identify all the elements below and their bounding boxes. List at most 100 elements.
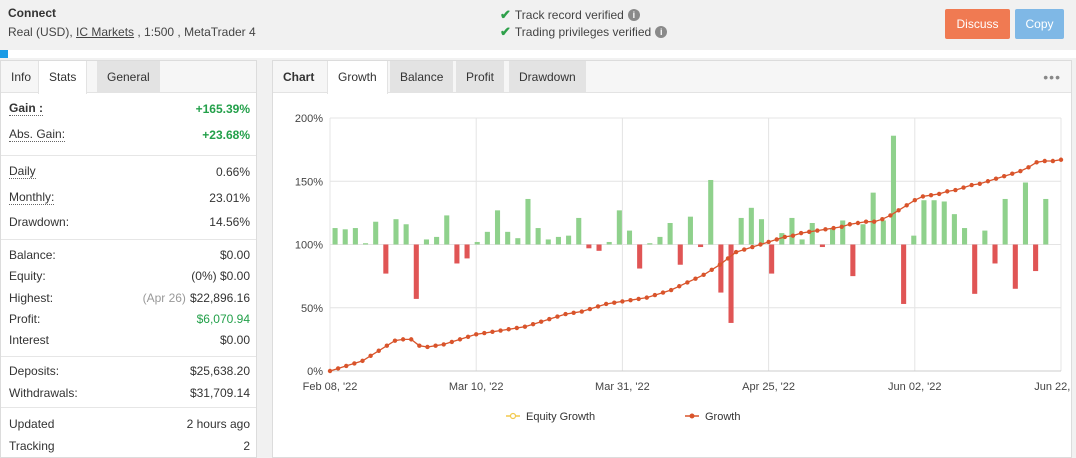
legend-growth: Growth (705, 411, 740, 423)
growth-point (904, 203, 909, 208)
growth-point (555, 314, 560, 319)
growth-point (969, 182, 974, 188)
chart-grid (329, 117, 1062, 372)
discuss-button[interactable]: Discuss (945, 9, 1010, 39)
equity-label: Equity: (9, 269, 46, 283)
growth-point (392, 338, 398, 343)
equity-percent: (0%) (191, 269, 217, 283)
check-icon: ✔ (500, 7, 511, 22)
daily-bar (393, 219, 399, 245)
stat-gain: Gain : +165.39% (9, 101, 250, 117)
gain-value: +165.39% (195, 102, 250, 116)
copy-button[interactable]: Copy (1015, 9, 1064, 39)
axis-ticks: 0% 50% 100% 150% 200% Feb 08, '22 Mar 10, '22 M… (295, 113, 1071, 393)
stat-abs-gain: Abs. Gain: +23.68% (9, 127, 250, 143)
abs-gain-label[interactable]: Abs. Gain: (9, 127, 66, 142)
y-tick-label: 0% (307, 366, 323, 378)
drawdown-label: Drawdown: (9, 215, 70, 229)
info-icon[interactable]: i (655, 26, 668, 38)
growth-point (896, 208, 901, 213)
tab-general[interactable]: General (97, 61, 160, 93)
tab-profit[interactable]: Profit (456, 61, 505, 93)
daily-bar (535, 228, 541, 245)
tab-info[interactable]: Info (11, 70, 32, 84)
daily-bar (647, 243, 653, 245)
daily-bar (982, 230, 988, 245)
interest-value: $0.00 (219, 333, 250, 347)
stats-panel: Info Stats General Gain : +165.39% Abs. … (0, 60, 257, 458)
growth-point (506, 327, 511, 332)
highest-label: Highest: (9, 291, 54, 305)
track-record-label: Track record verified (514, 8, 624, 22)
daily-bar (738, 217, 744, 245)
growth-point (636, 296, 641, 302)
daily-bar (698, 244, 704, 248)
broker-link[interactable]: IC Markets (76, 25, 135, 39)
daily-bar (1043, 198, 1049, 245)
legend-growth-marker (689, 413, 695, 419)
trading-privileges-verified: ✔ Trading privileges verified i (500, 24, 668, 40)
daily-bar (555, 236, 561, 245)
check-icon: ✔ (500, 24, 511, 39)
gain-label[interactable]: Gain : (9, 101, 44, 116)
daily-label[interactable]: Daily (9, 164, 36, 179)
equity-amount: $0.00 (219, 269, 250, 283)
growth-point (1010, 171, 1015, 176)
growth-point (1034, 160, 1039, 165)
monthly-label[interactable]: Monthly: (9, 190, 55, 205)
info-icon[interactable]: i (627, 9, 640, 21)
growth-point (709, 267, 714, 272)
daily-bar (352, 228, 358, 245)
stat-highest: Highest: (Apr 26) $22,896.16 (9, 290, 250, 306)
stat-interest: Interest $0.00 (9, 332, 250, 348)
daily-bar (434, 236, 440, 245)
stat-deposits: Deposits: $25,638.20 (9, 363, 250, 379)
growth-point (847, 222, 853, 227)
divider (1, 356, 256, 357)
growth-point (327, 368, 333, 374)
growth-line (329, 159, 1062, 372)
highest-amount: $22,896.16 (189, 291, 250, 305)
more-options-icon[interactable]: ••• (1043, 69, 1061, 85)
daily-bar (890, 135, 897, 245)
daily-bar (860, 224, 866, 245)
stat-drawdown: Drawdown: 14.56% (9, 214, 250, 230)
tab-drawdown[interactable]: Drawdown (509, 61, 586, 93)
daily-bar (1022, 182, 1029, 245)
daily-bar (444, 215, 450, 245)
growth-point (490, 329, 495, 334)
growth-point (871, 219, 877, 224)
daily-bar (972, 244, 978, 294)
legend-equity-marker (509, 412, 517, 420)
tab-balance[interactable]: Balance (390, 61, 454, 93)
daily-bar (911, 235, 917, 245)
growth-point (441, 342, 446, 347)
tab-stats[interactable]: Stats (38, 61, 88, 94)
daily-bar (799, 239, 805, 245)
growth-point (725, 256, 731, 261)
daily-bar (921, 200, 927, 245)
daily-bar (1033, 244, 1039, 272)
growth-point (953, 187, 958, 193)
growth-point (433, 343, 438, 348)
daily-bar (626, 230, 633, 245)
daily-bar (362, 243, 369, 245)
growth-point (644, 295, 649, 300)
stat-monthly: Monthly: 23.01% (9, 190, 250, 206)
growth-point (912, 198, 917, 203)
growth-point (945, 189, 950, 194)
daily-bar (677, 244, 683, 265)
daily-bar (474, 241, 480, 245)
growth-point (620, 299, 625, 304)
growth-point (831, 225, 836, 231)
accent-marker (0, 50, 8, 58)
growth-point (961, 185, 966, 190)
growth-point (400, 337, 406, 342)
daily-bar (809, 222, 815, 245)
daily-bar (941, 201, 947, 245)
tab-growth[interactable]: Growth (327, 61, 388, 94)
account-header: Connect Real (USD), IC Markets , 1:500 ,… (0, 0, 1076, 50)
daily-bar (576, 217, 582, 245)
growth-point (563, 311, 568, 317)
profit-label: Profit: (9, 312, 41, 326)
